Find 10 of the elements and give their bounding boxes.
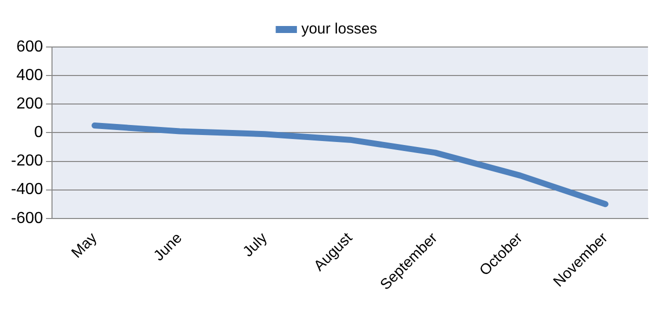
y-tick-label: -600 <box>10 210 44 227</box>
legend-label: your losses <box>301 20 378 38</box>
x-tick-label: May <box>68 229 101 262</box>
y-tick-label: 200 <box>16 96 44 113</box>
y-tick-label: -200 <box>10 152 44 170</box>
x-tick-label: July <box>240 229 271 260</box>
y-tick-label: 400 <box>16 66 44 84</box>
y-tick-label: -400 <box>10 181 44 198</box>
y-tick-label: 0 <box>34 124 44 142</box>
y-tick-label: 600 <box>16 38 44 56</box>
